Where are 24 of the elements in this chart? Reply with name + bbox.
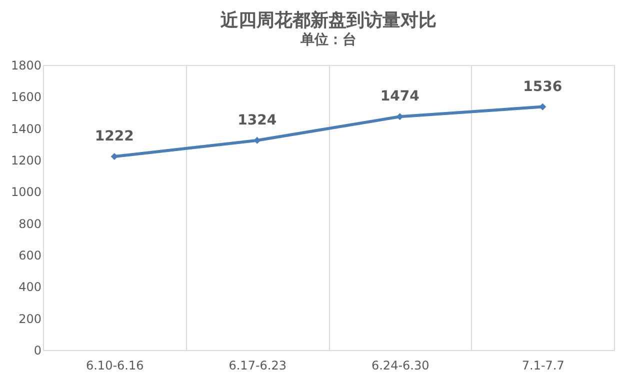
chart-title: 近四周花都新盘到访量对比	[220, 10, 436, 31]
y-tick-label: 200	[18, 312, 42, 326]
x-tick-label: 6.24-6.30	[371, 358, 430, 372]
y-tick-label: 1200	[10, 154, 42, 168]
point	[396, 113, 404, 120]
y-tick-label: 1400	[10, 122, 42, 136]
data-label: 1474	[380, 88, 420, 105]
point	[110, 152, 118, 160]
x-tick-label: 6.10-6.16	[86, 358, 144, 372]
data-label: 1222	[94, 128, 134, 145]
y-tick-label: 1600	[10, 90, 42, 104]
point	[539, 103, 546, 110]
x-tick-label: 6.17-6.23	[228, 358, 287, 372]
y-tick-label: 400	[18, 280, 42, 294]
data-label: 1324	[238, 112, 277, 128]
x-tick-label: 7.1-7.7	[522, 358, 564, 372]
data-label: 1536	[523, 78, 562, 95]
y-tick-label: 800	[18, 216, 42, 231]
y-tick-label: 600	[18, 248, 42, 262]
chart-subtitle: 单位：台	[300, 32, 356, 48]
y-tick-label: 1000	[10, 185, 42, 200]
y-tick-label: 1800	[10, 58, 42, 72]
point	[254, 136, 261, 144]
y-tick-label: 0	[34, 344, 42, 358]
